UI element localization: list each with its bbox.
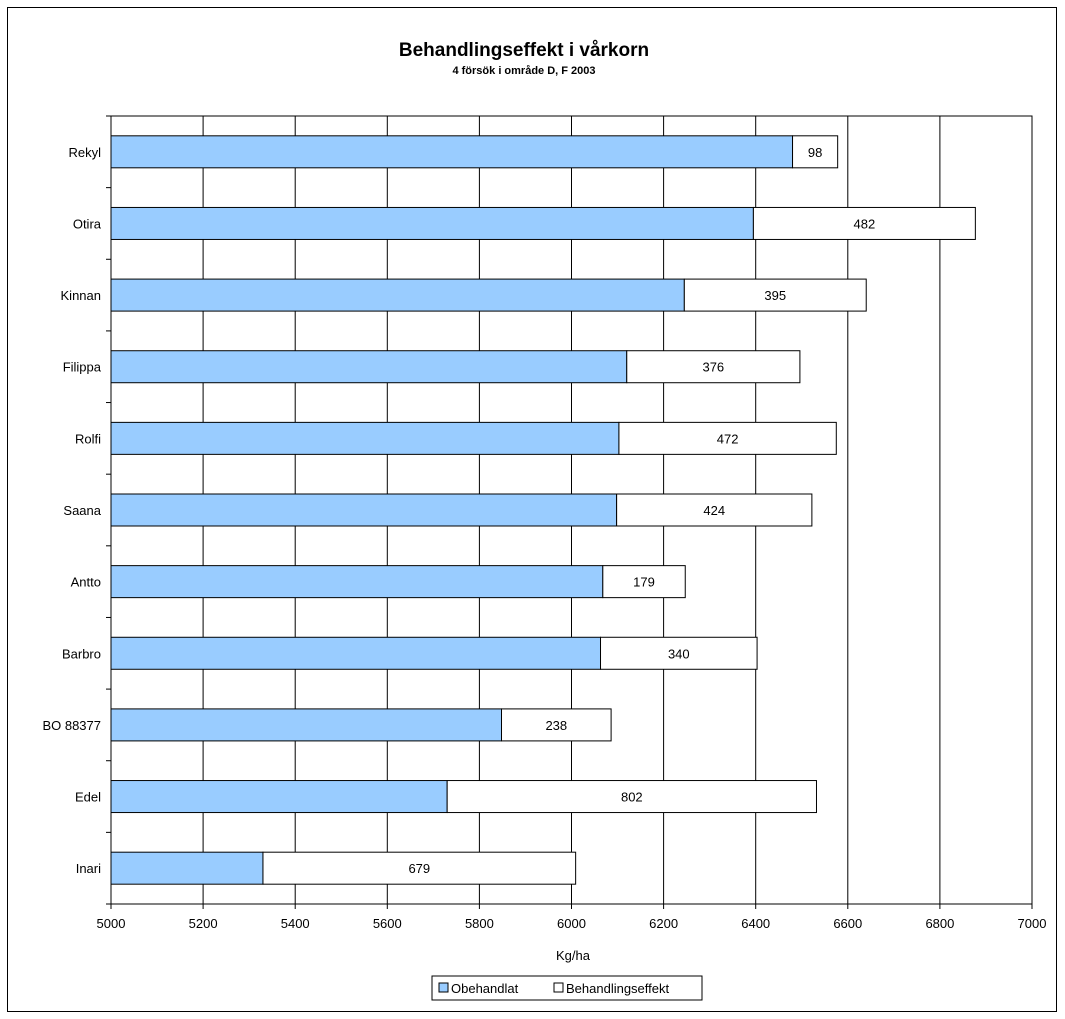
x-axis: 5000 5200 5400 5600 5800 6000 6200 6400 6600 6800… [97,904,1047,931]
bar-obehandlat [110,350,628,384]
data-label: 98 [808,145,822,160]
bar-behandlingseffekt [501,708,612,742]
legend-box [431,975,703,1001]
bar-behandlingseffekt [792,135,839,169]
bar-obehandlat [110,206,754,240]
data-label: 376 [702,360,724,375]
bar-behandlingseffekt [683,278,867,312]
chart-title: Behandlingseffekt i vårkorn [399,40,649,61]
bar-obehandlat [110,278,685,312]
bar-obehandlat [110,636,602,670]
chart-subtitle: 4 försök i område D, F 2003 [452,65,595,77]
x-tick-label: 5400 [281,916,310,931]
chart-frame: Behandlingseffekt i vårkorn 4 försök i o… [7,7,1057,1012]
x-tick-label: 6600 [833,916,862,931]
bar-behandlingseffekt [618,421,837,455]
legend: Obehandlat Behandlingseffekt [431,975,703,1001]
x-tick-label: 5200 [189,916,218,931]
data-label: 472 [717,431,739,446]
bar-behandlingseffekt [262,851,577,885]
x-axis-label: Kg/ha [556,948,591,963]
y-tick-label: Rekyl [68,145,101,160]
y-tick-label: Antto [71,575,101,590]
y-axis: Rekyl Otira Kinnan Filippa Rolfi Saana Antto Ba… [42,115,111,905]
bar-behandlingseffekt [446,780,817,814]
chart: Behandlingseffekt i vårkorn 4 försök i o… [42,40,1047,1001]
bars: 98 482 395 376 472 424 179 340 238 802 679 [110,135,976,885]
x-tick-label: 5800 [465,916,494,931]
data-label: 179 [633,575,655,590]
y-tick-label: Rolfi [75,431,101,446]
x-tick-label: 5600 [373,916,402,931]
x-tick-label: 6400 [741,916,770,931]
y-tick-label: Filippa [63,360,102,375]
data-label: 395 [764,288,786,303]
bar-obehandlat [110,851,264,885]
data-label: 340 [668,646,690,661]
bar-obehandlat [110,780,448,814]
bar-behandlingseffekt [616,493,813,527]
x-tick-label: 7000 [1018,916,1047,931]
bar-obehandlat [110,135,794,169]
bar-behandlingseffekt [626,350,801,384]
x-tick-label: 6000 [557,916,586,931]
y-tick-label: Inari [76,861,101,876]
data-label: 424 [703,503,725,518]
legend-swatch-obehandlat [438,982,449,993]
bar-behandlingseffekt [752,206,976,240]
bar-obehandlat [110,421,620,455]
legend-label-behandlingseffekt: Behandlingseffekt [566,981,670,996]
bar-obehandlat [110,565,604,599]
y-tick-label: Edel [75,790,101,805]
x-tick-label: 6200 [649,916,678,931]
bar-behandlingseffekt [602,565,686,599]
bar-obehandlat [110,493,618,527]
y-tick-label: Saana [63,503,101,518]
bar-obehandlat [110,708,503,742]
x-tick-label: 5000 [97,916,126,931]
bar-behandlingseffekt [600,636,758,670]
data-label: 482 [854,216,876,231]
x-tick-label: 6800 [925,916,954,931]
y-tick-label: BO 88377 [42,718,101,733]
data-label: 679 [408,861,430,876]
y-tick-label: Kinnan [61,288,101,303]
data-label: 802 [621,790,643,805]
data-label: 238 [545,718,567,733]
y-tick-label: Otira [73,216,102,231]
y-tick-label: Barbro [62,646,101,661]
legend-label-obehandlat: Obehandlat [451,981,519,996]
legend-swatch-behandlingseffekt [553,982,564,993]
